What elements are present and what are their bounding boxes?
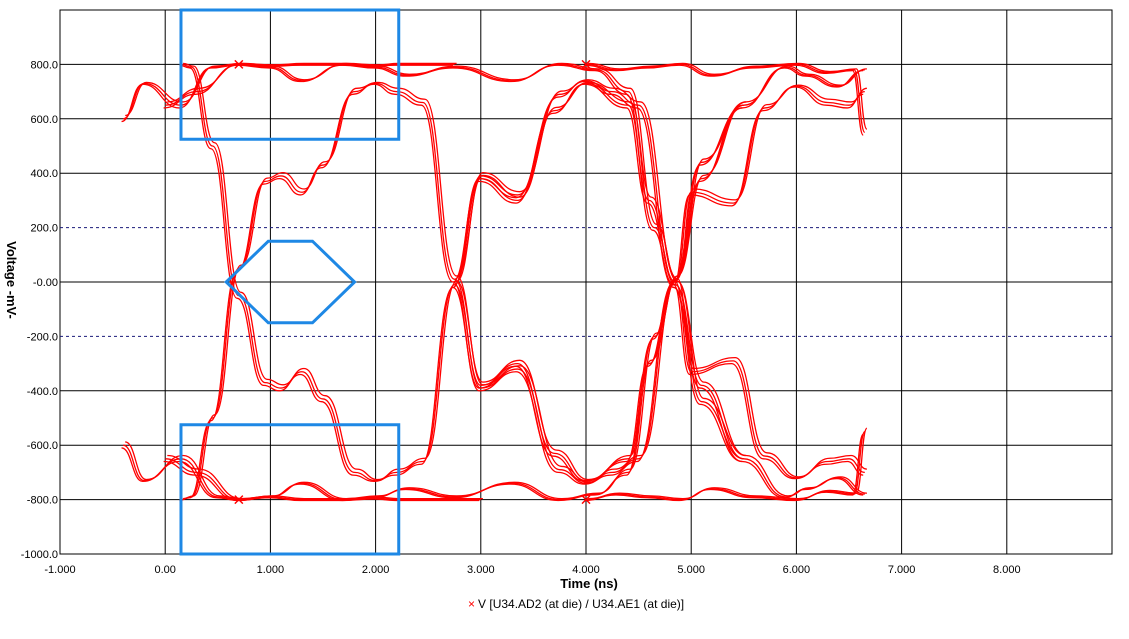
threshold-lines xyxy=(60,227,1112,337)
x-tick-label: 6.000 xyxy=(783,564,811,576)
trace-x-marker xyxy=(581,59,591,69)
x-tick-label: -1.000 xyxy=(44,564,75,576)
trace-line xyxy=(585,430,866,501)
x-tick-label: 4.000 xyxy=(572,564,600,576)
trace-x-marker xyxy=(234,59,244,69)
trace-line xyxy=(183,62,747,481)
trace-line xyxy=(584,433,864,502)
y-tick-label: -0.00 xyxy=(33,277,58,289)
y-tick-label: 200.0 xyxy=(30,223,58,235)
x-axis-title: Time (ns) xyxy=(560,576,618,591)
trace-line xyxy=(452,83,864,480)
mask-shapes xyxy=(179,8,401,556)
trace-x-marker xyxy=(581,495,591,505)
trace-line xyxy=(452,86,864,483)
y-tick-label: -800.0 xyxy=(27,495,58,507)
x-tick-label: 1.000 xyxy=(257,564,285,576)
legend: × V [U34.AD2 (at die) / U34.AE1 (at die)] xyxy=(468,597,684,611)
y-tick-label: -200.0 xyxy=(27,331,58,343)
trace-line xyxy=(167,65,867,500)
y-tick-label: 800.0 xyxy=(30,59,58,71)
lower-mask xyxy=(179,423,401,556)
x-tick-label: 7.000 xyxy=(888,564,916,576)
y-tick-labels: 800.0 600.0 400.0 200.0 -0.00 -200.0 -400.0 -60… xyxy=(21,59,58,561)
x-tick-label: 3.000 xyxy=(467,564,495,576)
trace-markers xyxy=(234,59,591,505)
y-tick-label: -400.0 xyxy=(27,386,58,398)
x-tick-labels: -1.000 0.00 1.000 2.000 3.000 4.000 5.000 6.000… xyxy=(44,564,1020,576)
y-tick-label: -1000.0 xyxy=(21,549,58,561)
y-tick-label: -600.0 xyxy=(27,440,58,452)
trace-line xyxy=(179,83,743,502)
x-tick-label: 5.000 xyxy=(677,564,705,576)
x-tick-label: 2.000 xyxy=(362,564,390,576)
upper-mask xyxy=(179,8,401,141)
x-tick-label: 8.000 xyxy=(993,564,1021,576)
legend-label: V [U34.AD2 (at die) / U34.AE1 (at die)] xyxy=(478,597,685,611)
trace-line xyxy=(456,84,868,481)
eye-mask xyxy=(224,239,357,325)
trace-line xyxy=(163,64,864,499)
trace-line xyxy=(179,64,743,483)
y-tick-label: 400.0 xyxy=(30,168,58,180)
x-tick-label: 0.00 xyxy=(154,564,175,576)
trace-line xyxy=(588,427,868,500)
trace-line xyxy=(584,64,864,136)
trace-line xyxy=(165,63,865,498)
trace-line xyxy=(454,85,865,482)
y-tick-label: 600.0 xyxy=(30,114,58,126)
legend-marker: × xyxy=(468,597,476,611)
trace-x-marker xyxy=(234,495,244,505)
y-axis-title: Voltage -mV- xyxy=(4,241,19,319)
trace-line xyxy=(163,67,864,502)
